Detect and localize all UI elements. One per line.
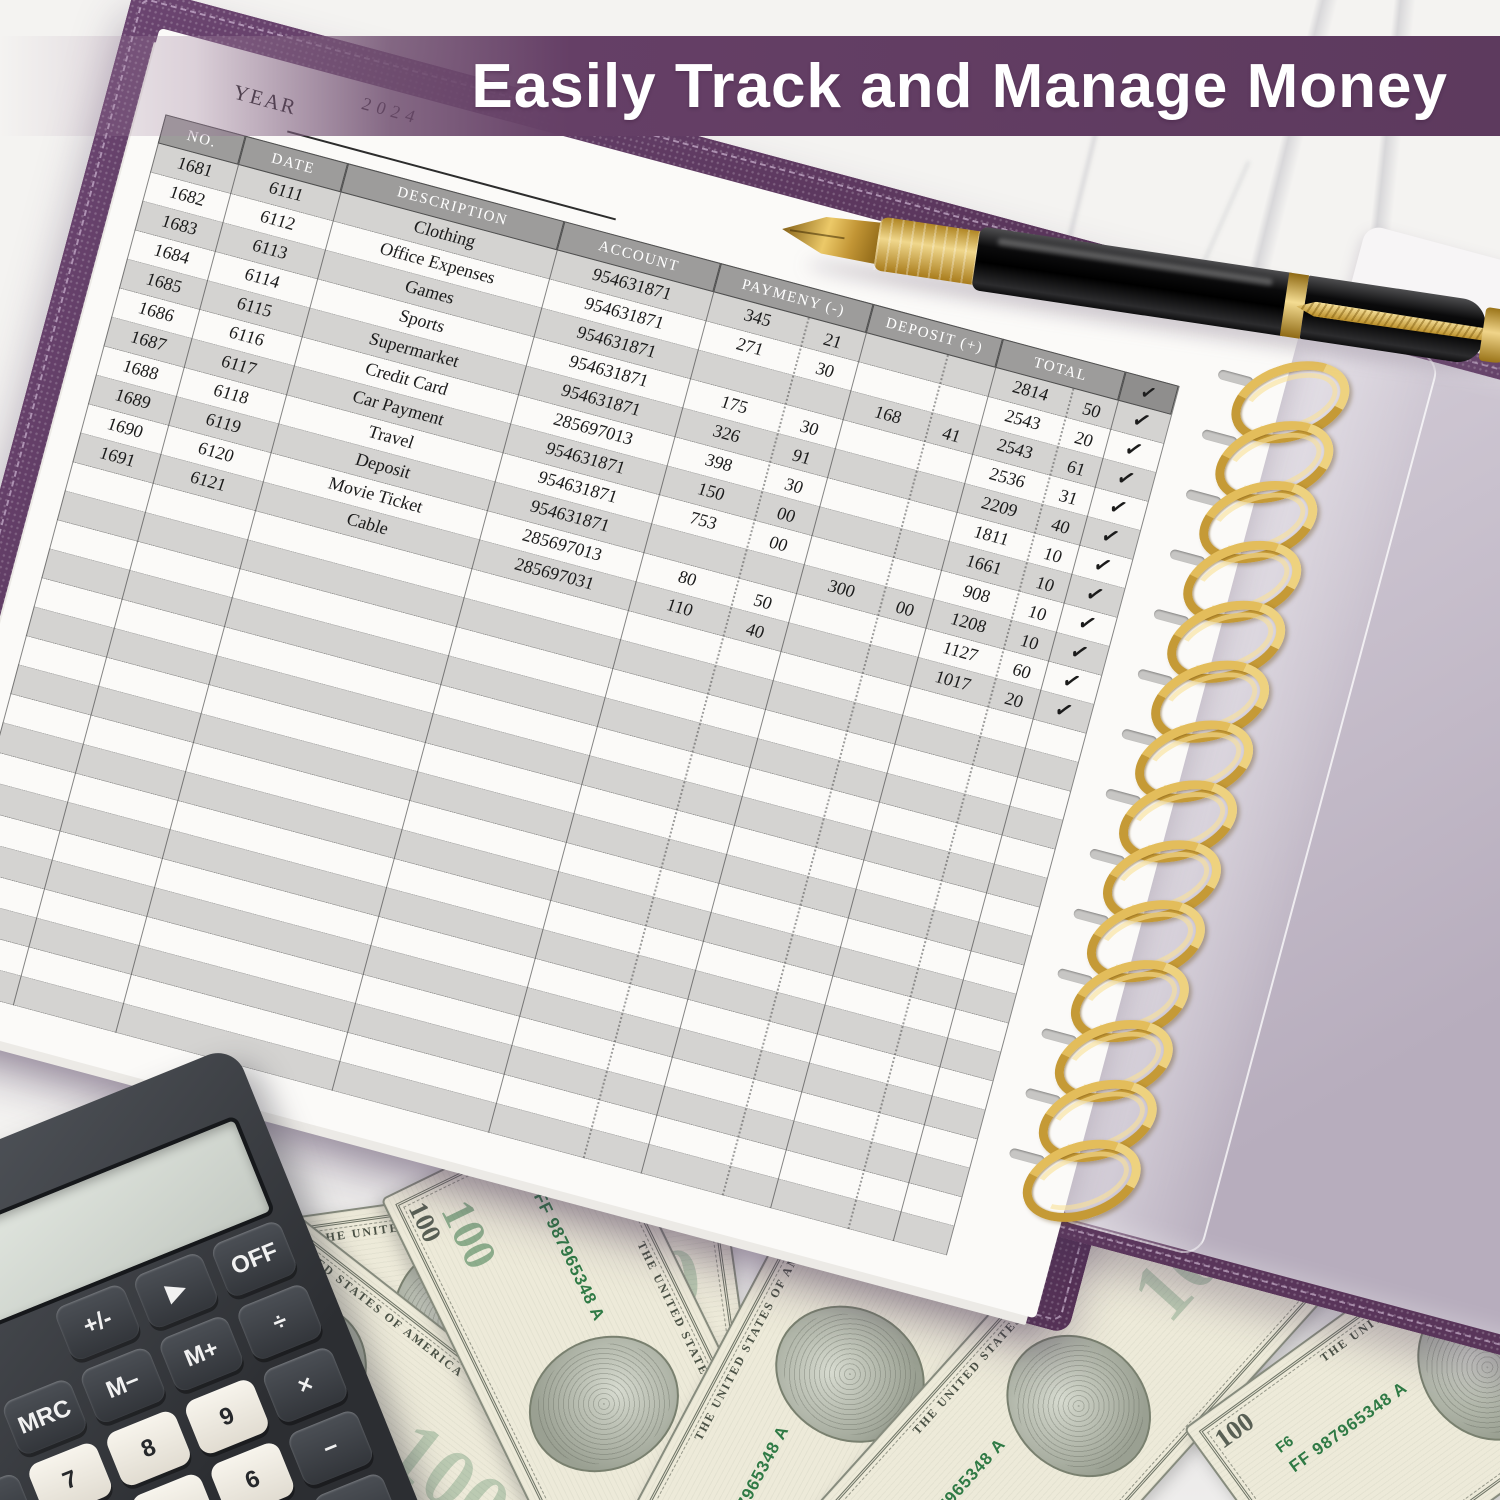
cell-no-value: 1689	[112, 383, 154, 413]
check-icon: ✓	[1051, 695, 1077, 724]
cell-total-cents: 50	[1079, 398, 1104, 422]
cell-date-value: 6113	[250, 234, 291, 263]
cell-no-value: 1690	[104, 412, 146, 442]
cell-deposit-dollars: 300	[824, 574, 858, 601]
cell-total-cents: 20	[1071, 427, 1096, 451]
calculator-key-m-plus: M+	[156, 1313, 247, 1394]
cell-total-cents: 40	[1048, 514, 1073, 538]
cell-date-value: 6120	[195, 437, 237, 466]
check-icon: ✓	[1097, 522, 1123, 550]
cell-total-dollars: 1017	[932, 665, 974, 695]
cell-payment-cents: 30	[797, 415, 822, 440]
calculator-key-divide: ÷	[235, 1281, 325, 1363]
cell-payment-cents: 91	[789, 444, 814, 469]
calculator-key-minus: −	[286, 1407, 376, 1489]
check-icon: ✓	[1105, 493, 1131, 521]
banner-title: Easily Track and Manage Money	[471, 51, 1448, 121]
cell-total-cents: 20	[1001, 687, 1026, 712]
cell-total-cents: 10	[1017, 629, 1042, 654]
cell-payment-cents: 40	[743, 618, 768, 643]
pen-nib	[779, 208, 884, 264]
calculator-key-8: 8	[103, 1408, 194, 1489]
cell-date-value: 6117	[219, 350, 260, 379]
cell-date-value: 6111	[266, 176, 307, 205]
cell-no-value: 1687	[127, 325, 169, 355]
cell-total-dollars: 1811	[971, 521, 1013, 550]
cell-payment-dollars: 150	[694, 477, 728, 504]
cell-payment-cents: 21	[820, 328, 845, 353]
calculator-key-multiply: ×	[260, 1344, 351, 1426]
cell-no-value: 1686	[135, 296, 177, 326]
cell-payment-dollars: 175	[717, 390, 751, 417]
check-icon: ✓	[1121, 435, 1147, 463]
cell-payment-dollars: 753	[686, 506, 720, 533]
cell-no-value: 1688	[119, 354, 162, 384]
cell-total-dollars: 908	[960, 580, 993, 606]
cell-total-cents: 61	[1063, 456, 1088, 480]
cell-deposit-cents: 00	[893, 596, 917, 621]
cell-date-value: 6121	[187, 466, 230, 495]
cell-payment-dollars: 398	[702, 448, 735, 475]
cell-total-cents: 31	[1056, 485, 1080, 509]
cell-total-cents: 60	[1009, 658, 1034, 683]
check-icon: ✓	[1074, 608, 1100, 637]
cell-date-value: 6119	[203, 408, 245, 437]
cell-total-dollars: 2543	[994, 433, 1036, 463]
cell-total-dollars: 1661	[963, 549, 1005, 579]
cell-total-dollars: 1208	[948, 607, 990, 637]
cell-payment-dollars: 80	[675, 565, 700, 590]
check-icon: ✓	[1082, 580, 1108, 608]
cell-payment-cents: 00	[766, 531, 791, 556]
check-icon: ✓	[1090, 551, 1116, 579]
cell-total-dollars: 2543	[1002, 405, 1044, 434]
check-icon: ✓	[1059, 666, 1084, 695]
calculator-key-mrc: MRC	[0, 1376, 90, 1458]
cell-date-value: 6118	[211, 379, 253, 408]
cell-total-dollars: 2536	[986, 462, 1029, 492]
cell-total-dollars: 2209	[979, 491, 1021, 521]
cell-deposit-cents: 41	[939, 422, 964, 447]
cell-payment-dollars: 110	[663, 593, 696, 620]
cell-payment-cents: 00	[774, 502, 799, 527]
cell-payment-cents: 50	[751, 589, 775, 614]
cell-no-value: 1684	[150, 238, 193, 268]
cell-no-value: 1682	[166, 180, 208, 210]
check-icon: ✓	[1113, 464, 1139, 492]
cell-date-value: 6115	[234, 292, 276, 321]
cell-total-dollars: 2814	[1010, 376, 1052, 405]
check-icon: ✓	[1066, 637, 1092, 666]
cell-payment-cents: 30	[813, 357, 838, 382]
cell-total-cents: 10	[1040, 543, 1065, 567]
cell-payment-cents: 30	[782, 473, 807, 498]
cell-no-value: 1681	[174, 152, 216, 181]
cell-date-value: 6114	[242, 263, 284, 292]
cell-no-value: 1691	[96, 441, 138, 471]
cell-no-value: 1685	[143, 267, 185, 297]
cell-no-value: 1683	[158, 209, 200, 239]
cell-total-dollars: 1127	[940, 636, 982, 666]
cell-deposit-dollars: 168	[871, 400, 905, 427]
cell-date-value: 6112	[258, 205, 299, 234]
calculator-key-9: 9	[182, 1376, 272, 1457]
calculator-key-m-minus: M−	[78, 1345, 168, 1426]
check-icon: ✓	[1129, 406, 1154, 434]
title-banner: Easily Track and Manage Money	[0, 36, 1500, 136]
cell-payment-dollars: 271	[733, 332, 767, 359]
cell-date-value: 6116	[226, 321, 268, 350]
cell-payment-dollars: 345	[741, 303, 774, 330]
cell-total-cents: 10	[1032, 572, 1057, 596]
cell-payment-dollars: 326	[710, 419, 743, 446]
cell-total-cents: 10	[1024, 601, 1049, 625]
